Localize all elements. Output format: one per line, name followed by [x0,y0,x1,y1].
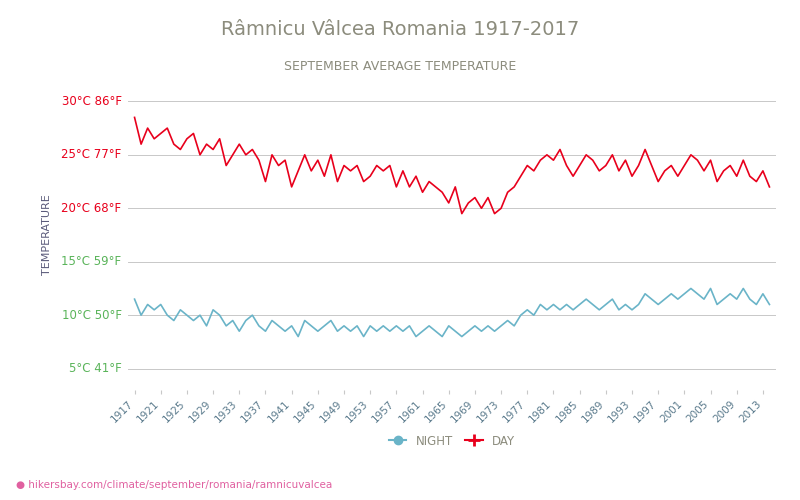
Text: ● hikersbay.com/climate/september/romania/ramnicuvalcea: ● hikersbay.com/climate/september/romani… [16,480,332,490]
Text: 20°C 68°F: 20°C 68°F [62,202,122,215]
Text: 15°C 59°F: 15°C 59°F [62,255,122,268]
Text: 5°C 41°F: 5°C 41°F [69,362,122,375]
Text: 25°C 77°F: 25°C 77°F [62,148,122,162]
Y-axis label: TEMPERATURE: TEMPERATURE [42,194,52,276]
Text: SEPTEMBER AVERAGE TEMPERATURE: SEPTEMBER AVERAGE TEMPERATURE [284,60,516,73]
Text: 10°C 50°F: 10°C 50°F [62,308,122,322]
Legend: NIGHT, DAY: NIGHT, DAY [384,430,520,452]
Text: Râmnicu Vâlcea Romania 1917-2017: Râmnicu Vâlcea Romania 1917-2017 [221,20,579,39]
Text: 30°C 86°F: 30°C 86°F [62,95,122,108]
